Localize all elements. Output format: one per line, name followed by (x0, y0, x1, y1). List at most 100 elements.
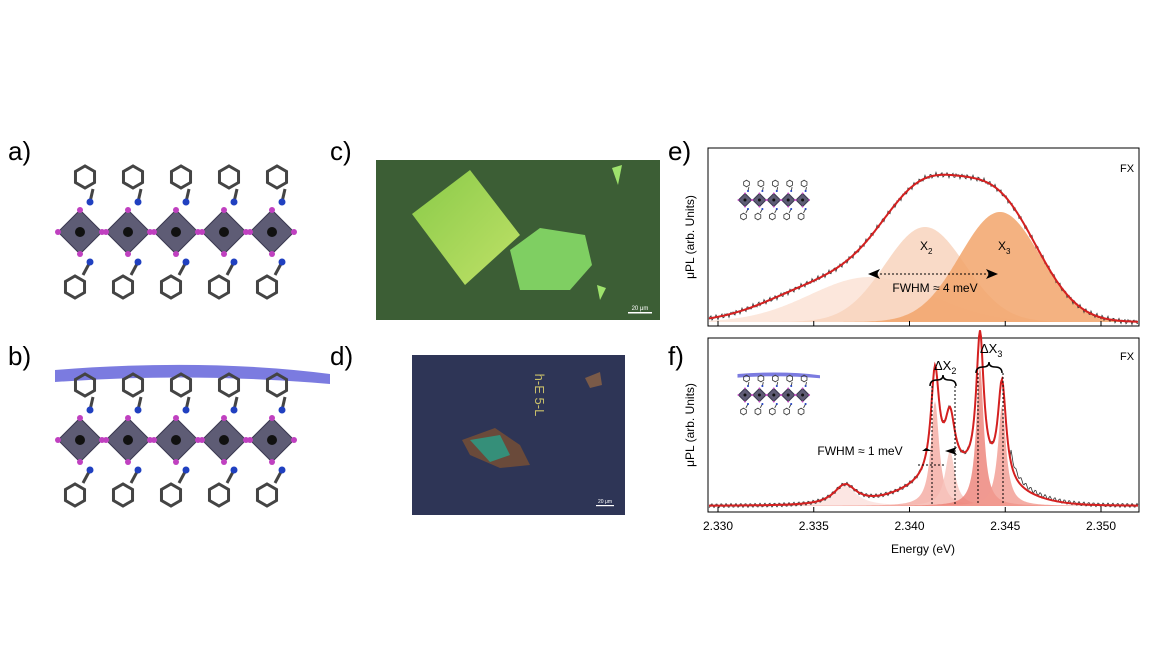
nitrogen (790, 384, 793, 388)
atom (77, 251, 83, 257)
atom (744, 400, 746, 403)
atom (75, 435, 85, 445)
component (709, 212, 1138, 322)
atom (55, 229, 61, 235)
fwhm-label: FWHM ≈ 1 meV (817, 444, 902, 458)
guide-lines (918, 373, 1004, 505)
atom (808, 199, 811, 201)
fit (709, 330, 1138, 507)
panel-label: e) (668, 136, 691, 166)
nitrogen (746, 207, 750, 211)
atom (744, 387, 746, 390)
atom (772, 393, 776, 397)
atom (221, 415, 227, 421)
nitrogen (761, 207, 764, 211)
atom (221, 459, 227, 465)
atom (786, 393, 790, 397)
fwhm-arrows (922, 447, 957, 455)
micrograph-c: 20 μm (376, 160, 660, 320)
atom (75, 227, 85, 237)
atom (772, 192, 775, 195)
peak-sub: 2 (928, 247, 933, 256)
inset-label: FX (1120, 351, 1135, 363)
atom (247, 229, 253, 235)
atom (173, 459, 179, 465)
brace (929, 374, 957, 387)
benzene (768, 212, 776, 221)
benzene (800, 374, 808, 383)
benzene (111, 482, 135, 508)
benzene (63, 274, 87, 300)
atom (123, 227, 133, 237)
nitrogen (230, 406, 238, 414)
benzene (169, 164, 193, 190)
atom (744, 205, 746, 208)
atom (787, 387, 790, 390)
atom (757, 198, 761, 202)
scale-bar-label: 20 μm (632, 306, 649, 312)
benzene (740, 407, 747, 416)
nitrogen (790, 207, 793, 211)
atom (786, 198, 790, 202)
atom (758, 205, 761, 208)
atom (737, 199, 740, 201)
atom (125, 207, 131, 213)
benzene (743, 374, 750, 383)
benzene (800, 179, 808, 188)
nitrogen (746, 402, 750, 406)
atom (743, 393, 747, 397)
plot-frame (707, 147, 1140, 327)
benzene (255, 482, 279, 508)
atom (125, 415, 131, 421)
fwhm-label: FWHM ≈ 4 meV (892, 281, 977, 295)
atom (758, 400, 761, 403)
benzene (169, 372, 193, 398)
fit (708, 173, 1138, 323)
atom (123, 435, 133, 445)
benzene (217, 372, 241, 398)
nitrogen (278, 198, 286, 206)
atom (780, 394, 783, 396)
atom (125, 251, 131, 257)
benzene (207, 274, 231, 300)
nitrogen (230, 198, 238, 206)
atom (77, 415, 83, 421)
nitrogen (278, 466, 286, 474)
component (709, 401, 1138, 506)
nitrogen (182, 466, 190, 474)
nitrogen (182, 258, 190, 266)
benzene (159, 274, 183, 300)
x-tick-label: 2.350 (1086, 519, 1116, 533)
component (709, 227, 1138, 322)
nitrogen (134, 466, 142, 474)
y-axis-label: μPL (arb. Units) (683, 383, 697, 467)
atom (751, 199, 754, 201)
benzene (217, 164, 241, 190)
atom (787, 192, 790, 195)
sheet (737, 372, 820, 379)
nitrogen (761, 402, 764, 406)
atom (221, 251, 227, 257)
nitrogen (182, 406, 190, 414)
brace (975, 361, 1003, 374)
nitrogen (182, 198, 190, 206)
nitrogen (134, 198, 142, 206)
atom (757, 393, 761, 397)
nitrogen (746, 189, 750, 193)
panel-label: f) (668, 341, 684, 371)
benzene (786, 374, 794, 383)
atom (772, 198, 776, 202)
atom (173, 251, 179, 257)
atom (772, 400, 775, 403)
atom (269, 459, 275, 465)
atom (103, 437, 109, 443)
benzene (783, 212, 791, 221)
atom (171, 435, 181, 445)
atom (219, 435, 229, 445)
atom (199, 437, 205, 443)
atom (77, 207, 83, 213)
marker-text: h-E 5-L (532, 374, 547, 417)
atom (801, 192, 804, 195)
peak-label: X2 (920, 239, 933, 256)
benzene (771, 374, 779, 383)
